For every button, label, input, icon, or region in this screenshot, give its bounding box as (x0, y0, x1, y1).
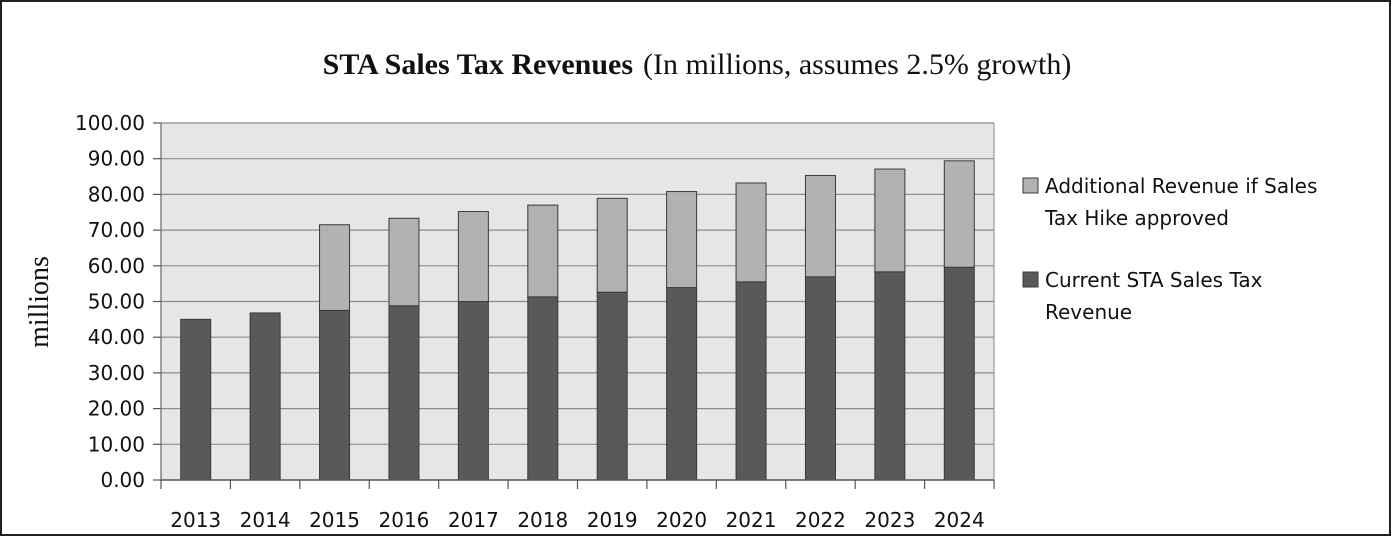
bar-current-revenue (596, 291, 628, 481)
bar-current-revenue (527, 296, 559, 481)
legend-label-current: Current STA Sales Tax (1045, 268, 1263, 292)
x-tick-label: 2016 (379, 508, 430, 532)
y-tick-label: 20.00 (88, 397, 145, 421)
bar-current-revenue (666, 287, 698, 481)
x-tick-label: 2018 (517, 508, 568, 532)
y-tick-label: 60.00 (88, 254, 145, 278)
bar-current-revenue (388, 305, 420, 481)
x-tick-label: 2014 (240, 508, 291, 532)
chart-title-main: STA Sales Tax Revenues (323, 48, 633, 81)
legend-label-current: Revenue (1045, 300, 1132, 324)
legend-swatch-additional (1022, 177, 1039, 194)
bar-additional-revenue (943, 160, 975, 268)
bar-additional-revenue (666, 191, 698, 289)
bar-current-revenue (943, 266, 975, 481)
chart-subtitle: (In millions, assumes 2.5% growth) (643, 48, 1071, 81)
x-tick-label: 2021 (726, 508, 777, 532)
chart-title: STA Sales Tax Revenues (In millions, assu… (323, 48, 1072, 81)
legend: Additional Revenue if Sales Tax Hike appr… (1022, 174, 1317, 324)
x-tick-label: 2013 (170, 508, 221, 532)
bar-current-revenue (319, 309, 351, 481)
y-tick-label: 70.00 (88, 218, 145, 242)
bar-additional-revenue (596, 197, 628, 293)
x-tick-label: 2022 (795, 508, 846, 532)
bar-additional-revenue (388, 217, 420, 307)
y-tick-label: 10.00 (88, 432, 145, 456)
legend-label-additional: Additional Revenue if Sales (1045, 174, 1317, 198)
bar-current-revenue (457, 301, 489, 481)
x-tick-label: 2020 (656, 508, 707, 532)
y-tick-label: 30.00 (88, 361, 145, 385)
x-tick-label: 2019 (587, 508, 638, 532)
x-tick-label: 2023 (864, 508, 915, 532)
y-tick-label: 100.00 (75, 111, 145, 135)
bar-additional-revenue (874, 168, 906, 273)
y-tick-label: 90.00 (88, 147, 145, 171)
y-tick-label: 0.00 (100, 468, 145, 492)
bar-current-revenue (735, 281, 767, 481)
bar-additional-revenue (457, 211, 489, 302)
legend-label-additional: Tax Hike approved (1044, 206, 1229, 230)
y-tick-label: 80.00 (88, 182, 145, 206)
y-axis-label: millions (24, 256, 55, 348)
bar-current-revenue (249, 312, 281, 481)
x-tick-label: 2015 (309, 508, 360, 532)
bar-additional-revenue (527, 204, 559, 298)
x-tick-label: 2017 (448, 508, 499, 532)
bar-current-revenue (804, 276, 836, 481)
bar-current-revenue (874, 271, 906, 481)
bar-additional-revenue (804, 174, 836, 278)
y-tick-label: 50.00 (88, 290, 145, 314)
plot-area: 0.00 10.00 20.00 30.00 40.00 50.00 60.00 70.00 8… (75, 111, 995, 532)
bar-additional-revenue (735, 182, 767, 283)
y-tick-label: 40.00 (88, 325, 145, 349)
bar-additional-revenue (319, 224, 351, 311)
x-tick-label: 2024 (934, 508, 985, 532)
bar-current-revenue (180, 318, 212, 481)
legend-swatch-current (1022, 271, 1039, 288)
